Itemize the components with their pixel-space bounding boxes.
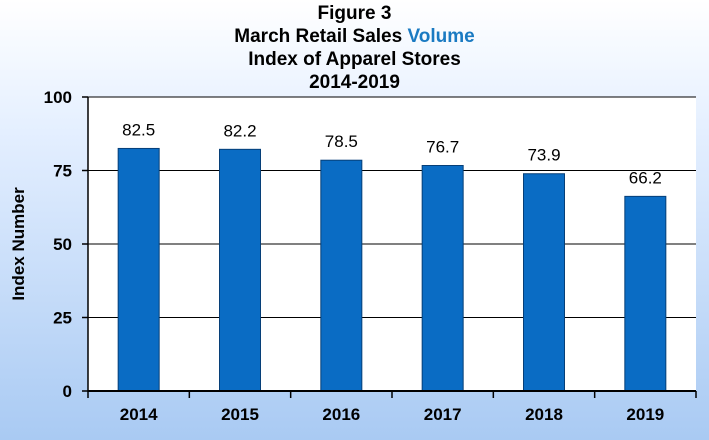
- label-layer: 0 25 50 75 100 82.5 2014 82.2 2015 78.5 2016 76.7 20…: [44, 88, 665, 424]
- data-label-2015: 82.2: [223, 121, 256, 140]
- x-tick-label-2016: 2016: [322, 405, 360, 424]
- bar-layer: [117, 147, 667, 392]
- chart-title-line-1: Figure 3: [317, 3, 392, 24]
- x-tick-label-2014: 2014: [120, 405, 158, 424]
- bar-2016: [320, 159, 363, 392]
- chart-title-line-2-prefix: March Retail Sales: [234, 26, 408, 47]
- bar-2017: [421, 165, 464, 392]
- x-tick-label-2015: 2015: [221, 405, 259, 424]
- chart-title-line-2: March Retail Sales Volume: [0, 25, 709, 48]
- bar-2015: [219, 148, 261, 392]
- grid-layer: [88, 96, 696, 318]
- bar-2018: [523, 173, 565, 392]
- chart-title-line-4: 2014-2019: [309, 72, 400, 93]
- y-tick-label: 75: [53, 162, 72, 181]
- y-axis-label: Index Number: [9, 187, 28, 301]
- x-tick-label-2019: 2019: [626, 405, 664, 424]
- data-label-2014: 82.5: [122, 120, 155, 139]
- x-tick-label-2017: 2017: [424, 405, 462, 424]
- data-label-2018: 73.9: [527, 146, 560, 165]
- chart-title-line-3: Index of Apparel Stores: [248, 49, 461, 70]
- y-tick-label: 25: [53, 309, 72, 328]
- chart-title-block: Figure 3 March Retail Sales Volume Index…: [0, 2, 709, 94]
- chart-title-line-2-accent: Volume: [407, 26, 475, 47]
- axis-layer: [82, 96, 697, 398]
- data-label-2017: 76.7: [426, 138, 459, 157]
- y-tick-label: 100: [44, 88, 72, 107]
- data-label-2016: 78.5: [325, 132, 358, 151]
- x-tick-label-2018: 2018: [525, 405, 563, 424]
- y-tick-label: 50: [53, 235, 72, 254]
- bar-2014: [117, 147, 160, 392]
- bar-2019: [624, 195, 667, 392]
- y-tick-label: 0: [63, 382, 72, 401]
- data-label-2019: 66.2: [629, 168, 662, 187]
